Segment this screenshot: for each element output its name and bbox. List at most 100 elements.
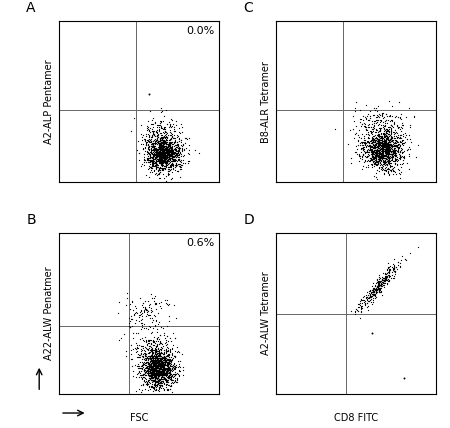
Point: [369, 285, 376, 292]
Point: [162, 163, 169, 169]
Point: [373, 156, 380, 163]
Point: [175, 348, 182, 355]
Point: [369, 279, 376, 286]
Point: [369, 291, 376, 297]
Point: [170, 158, 177, 164]
Point: [142, 386, 149, 392]
Point: [157, 376, 164, 383]
Point: [151, 349, 158, 356]
Point: [157, 369, 164, 376]
Point: [138, 348, 145, 355]
Point: [135, 373, 142, 380]
Point: [160, 153, 167, 160]
Point: [378, 135, 386, 142]
Point: [160, 370, 167, 377]
Point: [356, 116, 364, 122]
Point: [377, 111, 384, 118]
Point: [155, 364, 162, 371]
Point: [360, 146, 367, 152]
Point: [149, 140, 157, 147]
Point: [379, 147, 387, 154]
Point: [380, 141, 387, 148]
Point: [158, 346, 165, 353]
Point: [374, 149, 381, 156]
Point: [387, 148, 394, 155]
Point: [153, 361, 161, 368]
Point: [148, 132, 155, 139]
Point: [372, 285, 379, 292]
Point: [385, 151, 392, 158]
Point: [382, 138, 389, 145]
Point: [360, 137, 367, 143]
Point: [376, 274, 383, 281]
Point: [140, 354, 147, 361]
Point: [382, 157, 389, 164]
Point: [153, 363, 161, 369]
Point: [156, 363, 163, 370]
Point: [372, 143, 379, 150]
Point: [378, 137, 386, 143]
Point: [169, 149, 176, 156]
Point: [149, 145, 157, 152]
Point: [150, 368, 158, 375]
Point: [139, 302, 146, 309]
Point: [164, 341, 171, 348]
Point: [156, 340, 163, 347]
Point: [143, 367, 150, 374]
Point: [147, 361, 154, 368]
Point: [378, 277, 386, 284]
Point: [164, 374, 171, 380]
Point: [168, 149, 176, 156]
Point: [171, 166, 178, 173]
Point: [138, 366, 145, 373]
Point: [398, 149, 405, 156]
Point: [170, 378, 177, 385]
Point: [171, 353, 178, 360]
Point: [166, 370, 174, 377]
Point: [155, 352, 162, 359]
Point: [158, 360, 165, 367]
Point: [159, 164, 166, 171]
Point: [365, 147, 373, 154]
Point: [158, 153, 165, 160]
Point: [158, 348, 165, 355]
Point: [392, 127, 399, 134]
Point: [159, 155, 166, 161]
Point: [171, 135, 179, 142]
Point: [152, 371, 159, 377]
Point: [140, 364, 147, 371]
Point: [370, 133, 377, 140]
Point: [364, 162, 371, 169]
Point: [157, 346, 164, 353]
Point: [164, 378, 171, 385]
Point: [153, 126, 161, 133]
Point: [158, 371, 165, 377]
Point: [388, 123, 396, 130]
Point: [382, 132, 390, 139]
Point: [163, 134, 171, 140]
Point: [171, 152, 179, 159]
Point: [155, 350, 162, 357]
Point: [192, 147, 199, 154]
Point: [385, 271, 392, 278]
Point: [149, 115, 156, 122]
Point: [369, 131, 376, 138]
Point: [157, 104, 164, 111]
Point: [158, 154, 165, 161]
Point: [371, 143, 378, 150]
Point: [144, 380, 151, 387]
Point: [162, 370, 169, 377]
Point: [129, 345, 136, 352]
Point: [163, 359, 171, 366]
Point: [151, 131, 158, 138]
Point: [382, 276, 389, 283]
Point: [148, 145, 155, 152]
Point: [130, 368, 137, 374]
Point: [148, 368, 156, 375]
Point: [153, 162, 160, 169]
Point: [168, 376, 175, 383]
Point: [372, 290, 379, 297]
Point: [364, 146, 372, 152]
Point: [139, 371, 146, 377]
Point: [380, 276, 387, 283]
